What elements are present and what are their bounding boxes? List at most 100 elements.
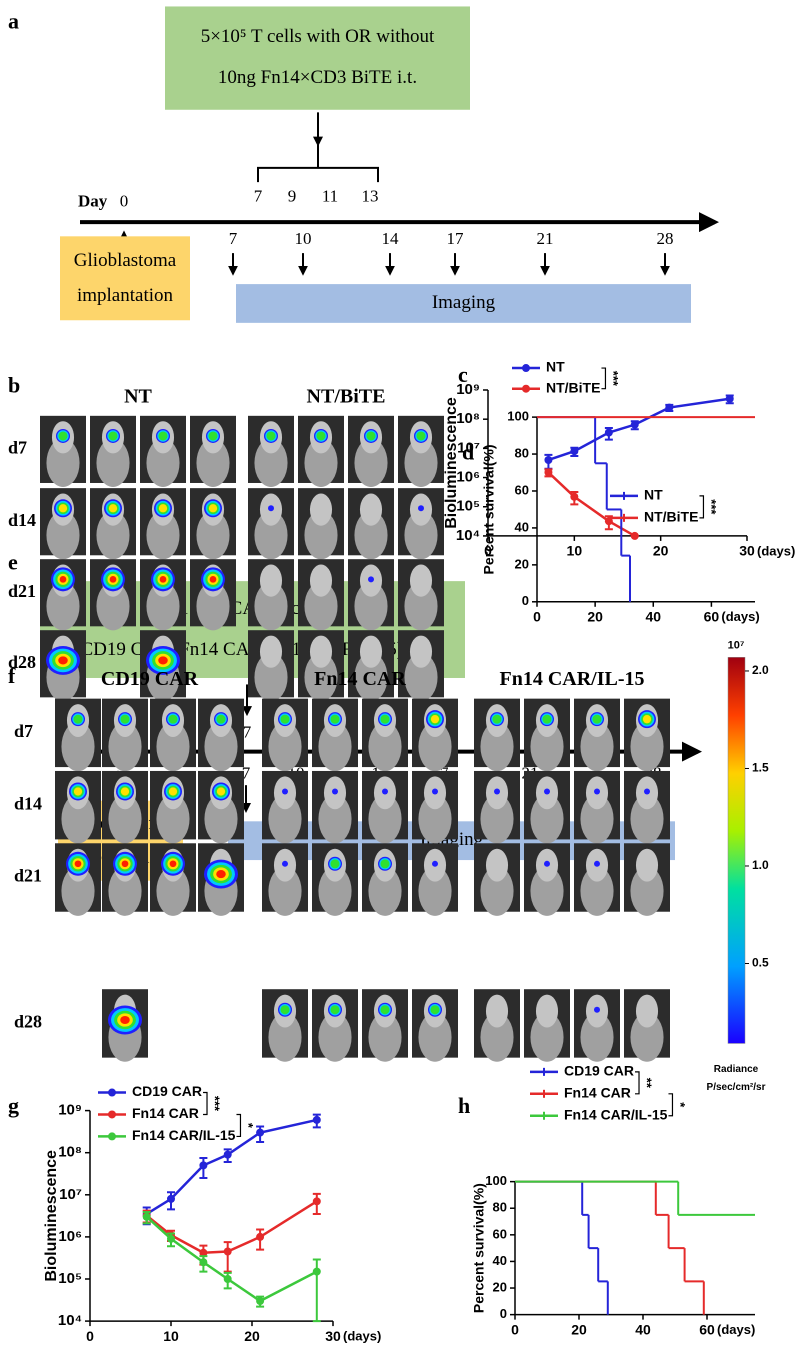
- x-tick-label: 0: [511, 1321, 519, 1337]
- signal-blob: [58, 504, 68, 513]
- legend-label: NT/BiTE: [546, 379, 600, 395]
- mouse-body: [580, 866, 614, 916]
- imaging-day: 7: [242, 764, 251, 783]
- significance-label: ***: [704, 499, 719, 515]
- mouse-body: [480, 866, 514, 916]
- legend-label: NT: [644, 487, 663, 503]
- y-axis-label: Percent survival(%): [481, 444, 497, 574]
- mouse-body: [96, 582, 130, 631]
- mouse-body: [156, 866, 190, 916]
- imaging-day: 14: [382, 229, 400, 248]
- signal-blob: [266, 431, 276, 441]
- signal-blob: [492, 714, 502, 724]
- signal-blob: [208, 504, 218, 513]
- mouse-body: [418, 794, 452, 844]
- y-tick-label: 80: [515, 445, 529, 460]
- panel-label: b: [8, 372, 20, 397]
- mouse-head: [409, 635, 433, 668]
- signal-blob: [380, 714, 390, 724]
- mouse-head: [535, 994, 559, 1028]
- mouse-body: [204, 794, 238, 844]
- colorbar: [727, 657, 746, 1044]
- data-point: [142, 1212, 151, 1221]
- legend-label: NT: [546, 359, 565, 375]
- treatment-text: 10ng Fn14×CD3 BiTE i.t.: [218, 67, 417, 88]
- signal-blob: [169, 860, 177, 868]
- significance-label: ***: [208, 1096, 223, 1112]
- mouse-body: [156, 721, 190, 772]
- y-tick-label: 40: [515, 519, 529, 534]
- mouse-body: [354, 582, 388, 631]
- mouse-body: [530, 1012, 564, 1062]
- legend-marker: [108, 1110, 116, 1119]
- y-tick-label: 60: [493, 1226, 507, 1241]
- mouse-head: [359, 635, 383, 668]
- colorbar-unit: P/sec/cm²/sr: [707, 1082, 766, 1093]
- signal-blob: [280, 1005, 290, 1015]
- mouse-body: [368, 794, 402, 844]
- colorbar-title: Radiance: [714, 1064, 759, 1075]
- y-tick-label: 10⁸: [58, 1144, 82, 1161]
- mouse-body: [354, 653, 388, 702]
- panel-label: e: [8, 549, 18, 574]
- legend-marker: [522, 384, 530, 393]
- legend-label: CD19 CAR: [564, 1063, 634, 1079]
- x-tick-label: 10: [163, 1328, 179, 1344]
- data-point: [604, 428, 613, 437]
- signal-blob: [544, 788, 550, 795]
- data-point: [665, 403, 674, 412]
- y-tick-label: 20: [493, 1279, 507, 1294]
- mouse-body: [108, 866, 142, 916]
- mouse-head: [409, 564, 433, 597]
- mouse-head: [485, 848, 509, 882]
- mouse-body: [304, 582, 338, 631]
- x-tick-label: 30: [739, 543, 755, 559]
- signal-blob: [380, 859, 390, 869]
- x-tick-label: 30: [325, 1328, 341, 1344]
- mouse-body: [196, 582, 230, 631]
- imaging-day: 10: [295, 229, 312, 248]
- data-point: [199, 1161, 208, 1170]
- legend-label: Fn14 CAR: [564, 1085, 631, 1101]
- mouse-body: [254, 582, 288, 631]
- mouse-body: [318, 1012, 352, 1062]
- dose-day: 13: [362, 186, 379, 205]
- error-bar: [223, 1241, 232, 1273]
- mouse-body: [268, 866, 302, 916]
- mouse-body: [630, 1012, 664, 1062]
- signal-blob: [544, 860, 550, 867]
- legend-label: CD19 CAR: [132, 1083, 202, 1099]
- colorbar-tick-label: 1.0: [752, 858, 769, 872]
- row-label: d28: [14, 1012, 42, 1032]
- y-tick-label: 60: [515, 482, 529, 497]
- data-point: [312, 1267, 321, 1276]
- signal-blob: [494, 788, 500, 795]
- mouse-body: [318, 721, 352, 772]
- dose-day: 11: [322, 186, 338, 205]
- mouse-head: [635, 848, 659, 882]
- y-tick-label: 10⁵: [456, 498, 480, 515]
- y-tick-label: 0: [522, 593, 529, 608]
- group-title: NT/BiTE: [307, 385, 386, 407]
- significance-bracket: [203, 1091, 208, 1116]
- dose-day: 7: [254, 186, 263, 205]
- data-point: [604, 517, 613, 526]
- mouse-body: [404, 653, 438, 702]
- y-tick-label: 10⁴: [456, 527, 480, 544]
- mouse-body: [156, 794, 190, 844]
- signal-blob: [216, 787, 226, 796]
- signal-blob: [58, 656, 68, 665]
- mouse-body: [61, 866, 95, 916]
- signal-blob: [158, 656, 168, 665]
- panel-label: h: [458, 1093, 470, 1118]
- significance-label: *: [673, 1102, 688, 1108]
- signal-blob: [330, 859, 340, 869]
- signal-blob: [159, 575, 167, 583]
- implantation-text: implantation: [77, 285, 174, 306]
- row-label: d7: [8, 438, 27, 458]
- signal-blob: [592, 714, 602, 724]
- mouse-body: [630, 866, 664, 916]
- y-tick-label: 40: [493, 1253, 507, 1268]
- signal-blob: [432, 860, 438, 867]
- data-point: [167, 1234, 175, 1243]
